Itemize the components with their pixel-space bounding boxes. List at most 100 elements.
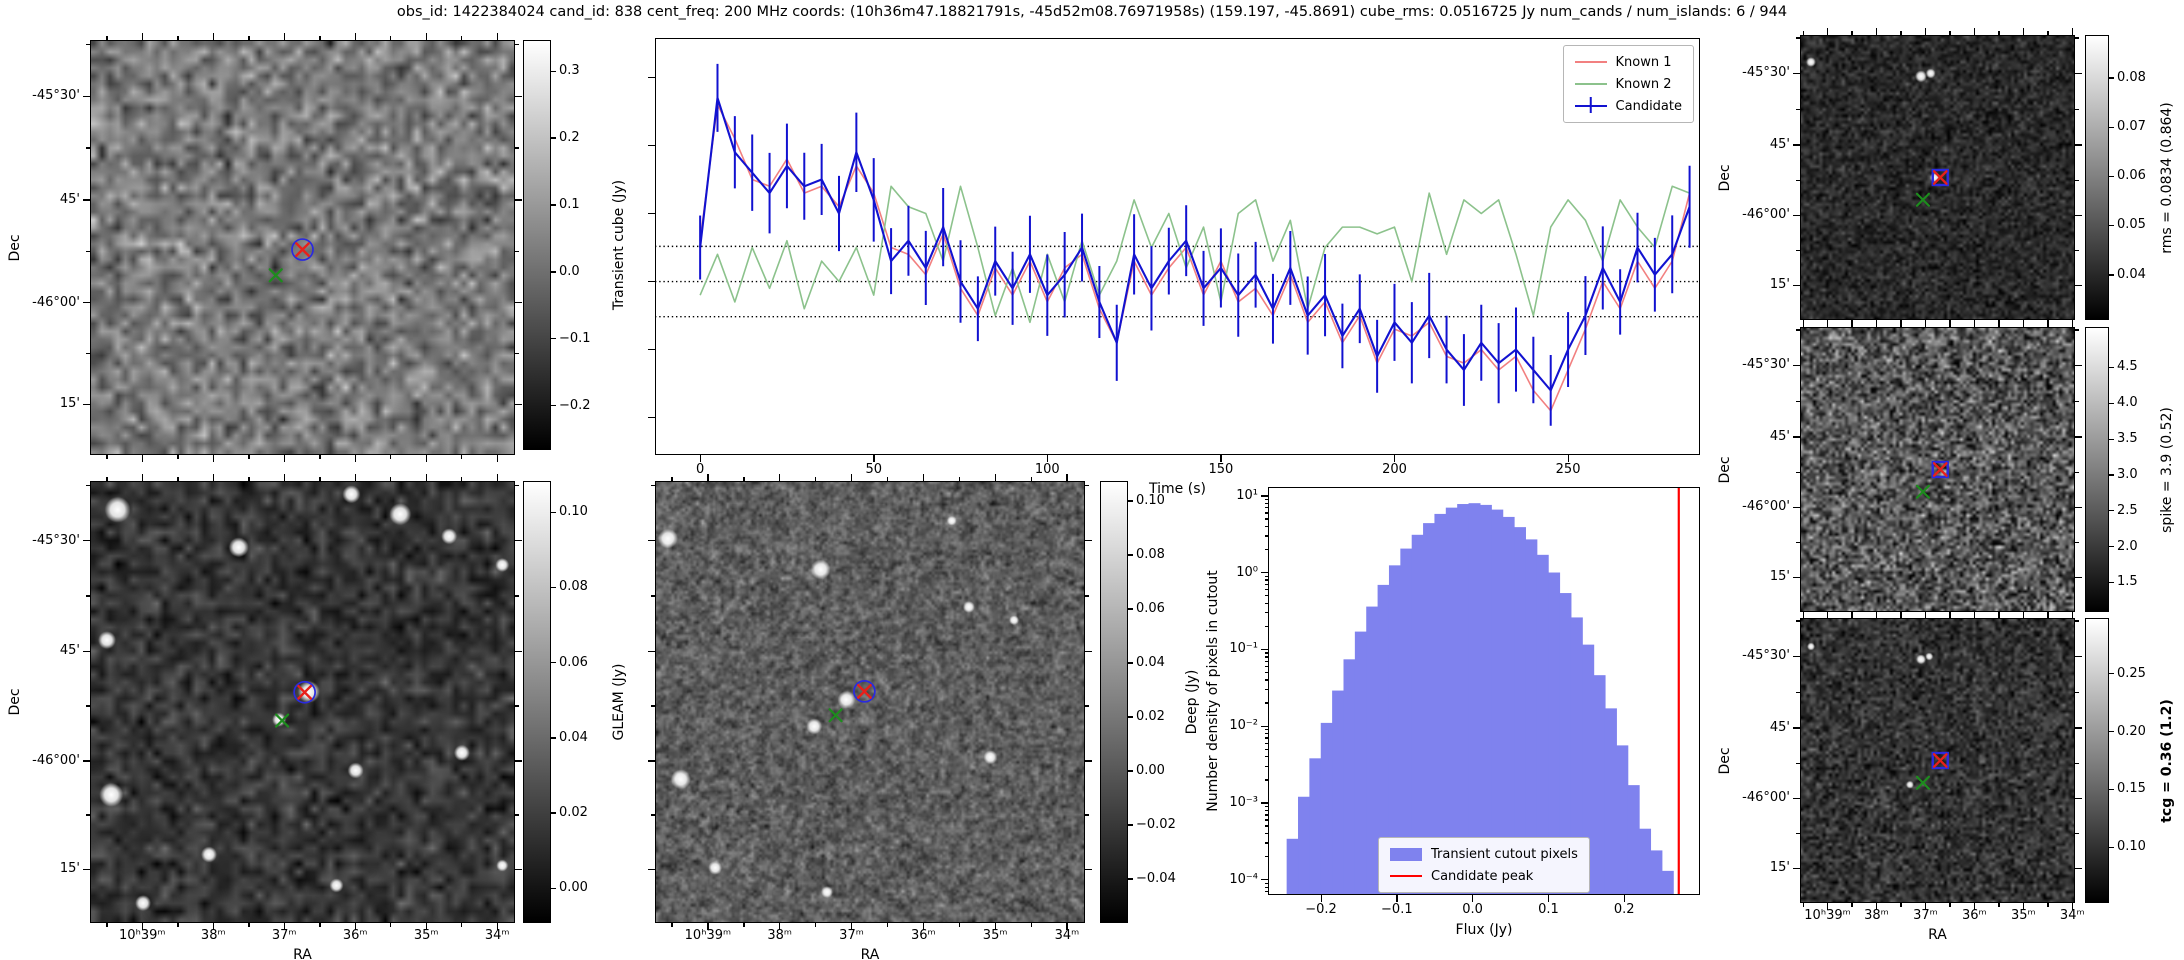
axis-tick	[1085, 595, 1089, 597]
flux-tick-label: −0.1	[1381, 902, 1413, 917]
colorbar-tick	[2108, 788, 2114, 791]
axis-tick	[1264, 525, 1268, 528]
axis-tick	[1924, 320, 1927, 327]
axis-tick	[1264, 729, 1268, 731]
axis-tick	[1264, 656, 1268, 658]
flux-axis-label: Flux (Jy)	[1455, 922, 1513, 938]
axis-tick	[1264, 498, 1268, 501]
histogram-bar	[1366, 606, 1379, 895]
axis-tick	[648, 868, 655, 870]
axis-tick	[515, 353, 519, 355]
axis-tick	[425, 474, 427, 481]
colorbar-tick-label: 0.07	[2117, 119, 2146, 135]
colorbar-tick-label: −0.04	[1136, 870, 1176, 886]
axis-tick	[86, 814, 90, 816]
colorbar-tick	[550, 586, 556, 589]
candidate-x-icon	[1932, 170, 1948, 185]
ra-tick-label: 36ᵐ	[1962, 908, 1987, 923]
axis-tick	[515, 760, 522, 762]
axis-tick	[1261, 725, 1268, 727]
dec-tick-label: -46°00'	[32, 752, 80, 768]
colorbar-tick	[2108, 274, 2114, 276]
axis-tick	[1900, 614, 1902, 618]
axis-tick	[1949, 320, 1951, 324]
legend-label: Known 1	[1615, 54, 1672, 70]
colorbar-tick	[1127, 878, 1133, 880]
axis-tick	[2075, 762, 2079, 764]
colorbar-tick	[550, 338, 556, 340]
histogram-bar	[1298, 796, 1310, 895]
colorbar-tick-label: 0.08	[559, 579, 588, 595]
axis-tick	[815, 923, 817, 927]
axis-tick	[2075, 284, 2082, 287]
flux-tick-label: −0.2	[1305, 902, 1337, 917]
axis-tick	[319, 455, 321, 459]
axis-tick	[390, 923, 392, 927]
histogram-bar	[1479, 504, 1492, 895]
candidate-x-icon	[297, 684, 313, 700]
axis-tick	[2075, 364, 2082, 367]
candidate-line	[699, 96, 1691, 392]
axis-tick	[1264, 882, 1268, 884]
histogram-bar	[1548, 572, 1561, 895]
colorbar-tick-label: 3.5	[2117, 431, 2138, 447]
colorbar-tick-label: 0.02	[1136, 708, 1165, 724]
ra-tick-label: 38ᵐ	[200, 928, 226, 943]
ra-tick-label: 38ᵐ	[1864, 908, 1889, 923]
colorbar-tick-label: 0.10	[2117, 839, 2146, 855]
dec-tick-label: -46°00'	[1742, 790, 1790, 806]
axis-tick	[83, 540, 90, 542]
colorbar-gleam: 0.10 0.08 0.06 0.04 0.02 0.00 GLEAM (Jy)	[523, 481, 627, 923]
axis-tick	[1796, 762, 1800, 764]
axis-tick	[1900, 323, 1902, 327]
colorbar-tick-label: 0.04	[559, 729, 588, 745]
axis-tick	[1851, 614, 1853, 618]
marker-overlay	[1915, 168, 1949, 207]
dec-tick-label: 45'	[59, 191, 80, 207]
axis-tick	[1924, 28, 1927, 35]
axis-tick	[1796, 37, 1800, 39]
colorbar-tick-label: 0.06	[1136, 600, 1165, 616]
axis-tick	[1264, 886, 1268, 888]
axis-tick	[106, 36, 108, 40]
density-axis-label: Number density of pixels in cutout	[1205, 570, 1221, 812]
axis-tick	[1998, 614, 2000, 618]
axis-tick	[496, 474, 498, 481]
line-sample-icon	[1574, 83, 1607, 85]
axis-tick	[354, 33, 356, 40]
axis-tick	[2075, 436, 2082, 438]
axis-tick	[1793, 284, 1800, 287]
colorbar-label: rms = 0.0834 (0.864)	[2159, 101, 2175, 254]
colorbar-deep: 0.10 0.08 0.06 0.04 0.02 0.00 −0.02 −0.04 Deep (…	[1100, 481, 1200, 923]
axis-tick	[515, 250, 519, 253]
axis-tick	[354, 474, 356, 481]
axis-tick	[1264, 809, 1268, 812]
histogram-bar	[1582, 644, 1595, 895]
axis-tick	[1085, 814, 1089, 816]
axis-tick	[1264, 535, 1268, 537]
density-tick-label: 10⁻³	[1229, 794, 1258, 810]
colorbar-tick	[1127, 824, 1133, 826]
marker-overlay	[268, 238, 314, 283]
candidate-circle-icon	[293, 680, 316, 704]
colorbar-spike: 4.5 4.0 3.5 3.0 2.5 2.0 1.5 spike = 3.9 (0.52)	[2085, 327, 2175, 612]
axis-tick	[1393, 455, 1396, 462]
candidate-square-icon	[1931, 460, 1949, 479]
axis-tick	[2075, 400, 2079, 402]
patch-sample-icon	[1390, 847, 1422, 861]
colorbar-tick	[1127, 500, 1133, 502]
time-tick-label: 50	[865, 462, 882, 477]
axis-tick	[1261, 495, 1268, 497]
axis-tick	[177, 36, 179, 40]
colorbar-rms: 0.08 0.07 0.06 0.05 0.04 rms = 0.0834 (0.864)	[2085, 35, 2175, 320]
known-source-x-icon	[1915, 775, 1931, 790]
axis-tick	[1264, 595, 1268, 597]
axis-tick	[648, 144, 655, 147]
axis-tick	[461, 477, 463, 481]
axis-tick	[86, 250, 90, 253]
axis-tick	[1264, 855, 1268, 858]
axis-tick	[496, 923, 498, 930]
axis-tick	[1264, 579, 1268, 581]
dec-axis-label: Dec	[7, 233, 23, 262]
lightcurve-legend: Known 1 Known 2 Candidate	[1562, 45, 1694, 123]
